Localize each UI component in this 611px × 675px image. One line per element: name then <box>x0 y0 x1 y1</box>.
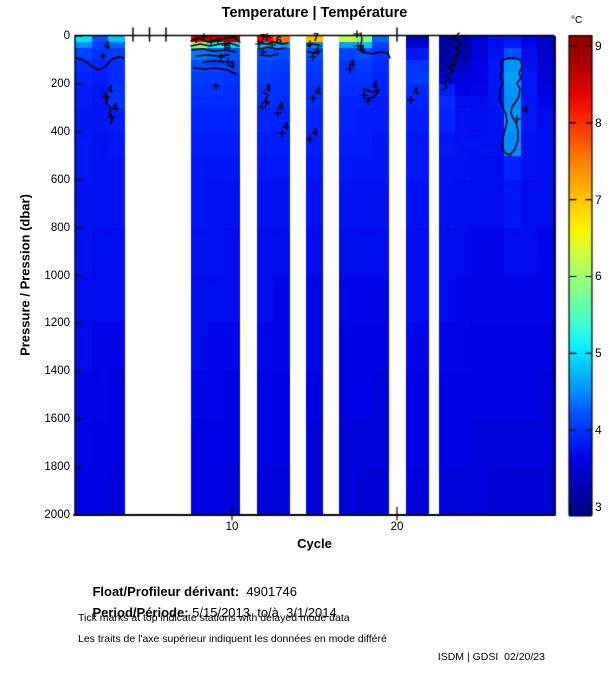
float-id-label: Float/Profileur dérivant: <box>92 584 240 599</box>
period-label: Period/Période: <box>92 605 189 620</box>
float-id-line: Float/Profileur dérivant: 4901746 <box>78 569 297 614</box>
page-title: Temperature | Température <box>221 5 408 21</box>
y-tick-label: 800 <box>50 221 70 234</box>
colorbar-tick-label: 3 <box>595 499 602 514</box>
float-id-value: 4901746 <box>246 584 297 599</box>
delayed-mode-note-en: Tick marks at top indicate stations with… <box>78 612 350 624</box>
period-line: Period/Période: 5/15/2013 to/à 3/1/2014 <box>78 590 337 635</box>
y-tick-label: 600 <box>50 173 70 186</box>
colorbar-unit-label: °C <box>571 15 583 26</box>
colorbar-tick-label: 6 <box>595 269 602 284</box>
y-tick-label: 1400 <box>44 365 70 378</box>
colorbar-tick-label: 8 <box>595 115 602 130</box>
colorbar-tick-label: 7 <box>595 192 602 207</box>
delayed-mode-note-fr: Les traits de l'axe supérieur indiquent … <box>78 633 387 645</box>
x-axis-label: Cycle <box>297 536 332 551</box>
y-tick-label: 400 <box>50 125 70 138</box>
colorbar-tick-label: 4 <box>595 423 602 438</box>
y-tick-label: 2000 <box>44 509 70 521</box>
period-value: 5/15/2013 to/à 3/1/2014 <box>192 605 337 620</box>
y-tick-label: 1600 <box>44 413 70 426</box>
credit-isdm-gdsi: ISDM | GDSI 02/20/23 <box>437 651 545 663</box>
colorbar-tick-label: 9 <box>595 39 602 53</box>
colorbar-tick-label: 5 <box>595 346 602 361</box>
y-tick-label: 0 <box>63 30 70 42</box>
x-tick-label: 10 <box>225 521 239 533</box>
y-tick-label: 200 <box>50 77 70 90</box>
y-tick-label: 1000 <box>44 269 70 282</box>
x-tick-label: 20 <box>390 521 404 533</box>
y-tick-label: 1800 <box>44 461 70 474</box>
y-tick-label: 1200 <box>44 317 70 330</box>
